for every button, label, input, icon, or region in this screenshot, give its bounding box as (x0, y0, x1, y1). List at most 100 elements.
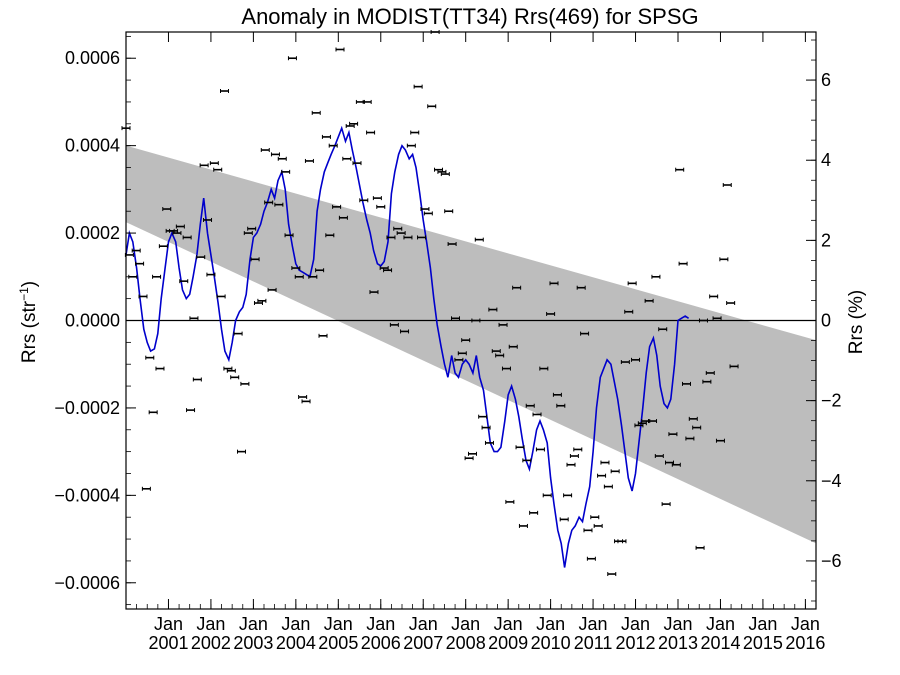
data-point (131, 248, 141, 253)
data-point (267, 287, 277, 292)
data-point (420, 207, 430, 212)
data-point (454, 357, 464, 362)
data-point (400, 329, 410, 334)
data-point (569, 454, 579, 459)
y-tick-label-right: 0 (821, 311, 831, 331)
data-point (369, 290, 379, 295)
data-point (651, 274, 661, 279)
data-point (559, 517, 569, 522)
data-point (583, 528, 593, 533)
data-point (206, 272, 216, 277)
data-point (199, 163, 209, 168)
data-point (705, 370, 715, 375)
data-point (474, 237, 484, 242)
y-tick-label-left: 0.0002 (65, 223, 120, 243)
data-point (182, 235, 192, 240)
data-point (315, 268, 325, 273)
data-point (386, 235, 396, 240)
data-point (359, 198, 369, 203)
data-point (226, 368, 236, 373)
data-point (427, 104, 437, 109)
data-point (522, 458, 532, 463)
data-point (169, 228, 179, 233)
data-point (535, 447, 545, 452)
data-point (600, 460, 610, 465)
x-tick-label-month: Jan (154, 614, 183, 634)
data-point (481, 425, 491, 430)
data-point (726, 301, 736, 306)
data-point (712, 316, 722, 321)
data-point (542, 493, 552, 498)
data-point (141, 486, 151, 491)
x-tick-label-month: Jan (196, 614, 225, 634)
data-point (593, 523, 603, 528)
data-point (366, 130, 376, 135)
y-tick-label-left: 0.0006 (65, 48, 120, 68)
x-ticks: Jan2001Jan2002Jan2003Jan2004Jan2005Jan20… (125, 32, 825, 653)
data-point (692, 425, 702, 430)
y-axis-label-left-sup: −1 (17, 287, 31, 301)
data-point (281, 169, 291, 174)
data-point (658, 327, 668, 332)
y-tick-label-right: 6 (821, 70, 831, 90)
data-point (729, 364, 739, 369)
data-point (447, 242, 457, 247)
x-tick-label-year: 2009 (488, 633, 528, 653)
data-point (236, 449, 246, 454)
data-point (389, 322, 399, 327)
data-point (654, 454, 664, 459)
data-point (410, 130, 420, 135)
smooth-series-line (125, 125, 690, 568)
data-point (580, 331, 590, 336)
data-point (393, 226, 403, 231)
data-point (631, 357, 641, 362)
data-point (192, 377, 202, 382)
data-point (277, 156, 287, 161)
trend-band-layer (126, 145, 816, 544)
data-point (586, 556, 596, 561)
x-tick-label-year: 2016 (785, 633, 825, 653)
data-point (335, 47, 345, 52)
x-tick-label-month: Jan (706, 614, 735, 634)
x-tick-label-month: Jan (579, 614, 608, 634)
data-point (291, 266, 301, 271)
data-point (301, 399, 311, 404)
data-point (158, 244, 168, 249)
data-point (597, 473, 607, 478)
x-tick-label-year: 2011 (574, 633, 613, 653)
data-point (434, 167, 444, 172)
data-point (661, 502, 671, 507)
data-point (515, 445, 525, 450)
data-point (216, 294, 226, 299)
data-point (464, 456, 474, 461)
y-tick-label-left: −0.0006 (54, 573, 120, 593)
data-points-layer (121, 30, 739, 577)
data-point (610, 469, 620, 474)
data-point (709, 294, 719, 299)
x-tick-label-year: 2014 (700, 633, 740, 653)
data-point (590, 515, 600, 520)
x-tick-label-year: 2015 (743, 633, 783, 653)
data-point (461, 338, 471, 343)
x-tick-label-year: 2013 (658, 633, 698, 653)
data-point (675, 167, 685, 172)
data-point (223, 366, 233, 371)
data-point (688, 416, 698, 421)
data-point (379, 266, 389, 271)
data-point (294, 274, 304, 279)
data-point (539, 366, 549, 371)
data-point (603, 484, 613, 489)
data-point (495, 353, 505, 358)
data-point (417, 235, 427, 240)
x-tick-label-month: Jan (239, 614, 268, 634)
data-point (685, 436, 695, 441)
data-point (624, 309, 634, 314)
data-point (332, 204, 342, 209)
data-point (607, 572, 617, 577)
data-point (203, 217, 213, 222)
y-axis-label-left-close: ) (19, 281, 40, 287)
data-point (556, 403, 566, 408)
data-point (220, 89, 230, 94)
data-point (138, 294, 148, 299)
x-tick-label-year: 2006 (361, 633, 401, 653)
